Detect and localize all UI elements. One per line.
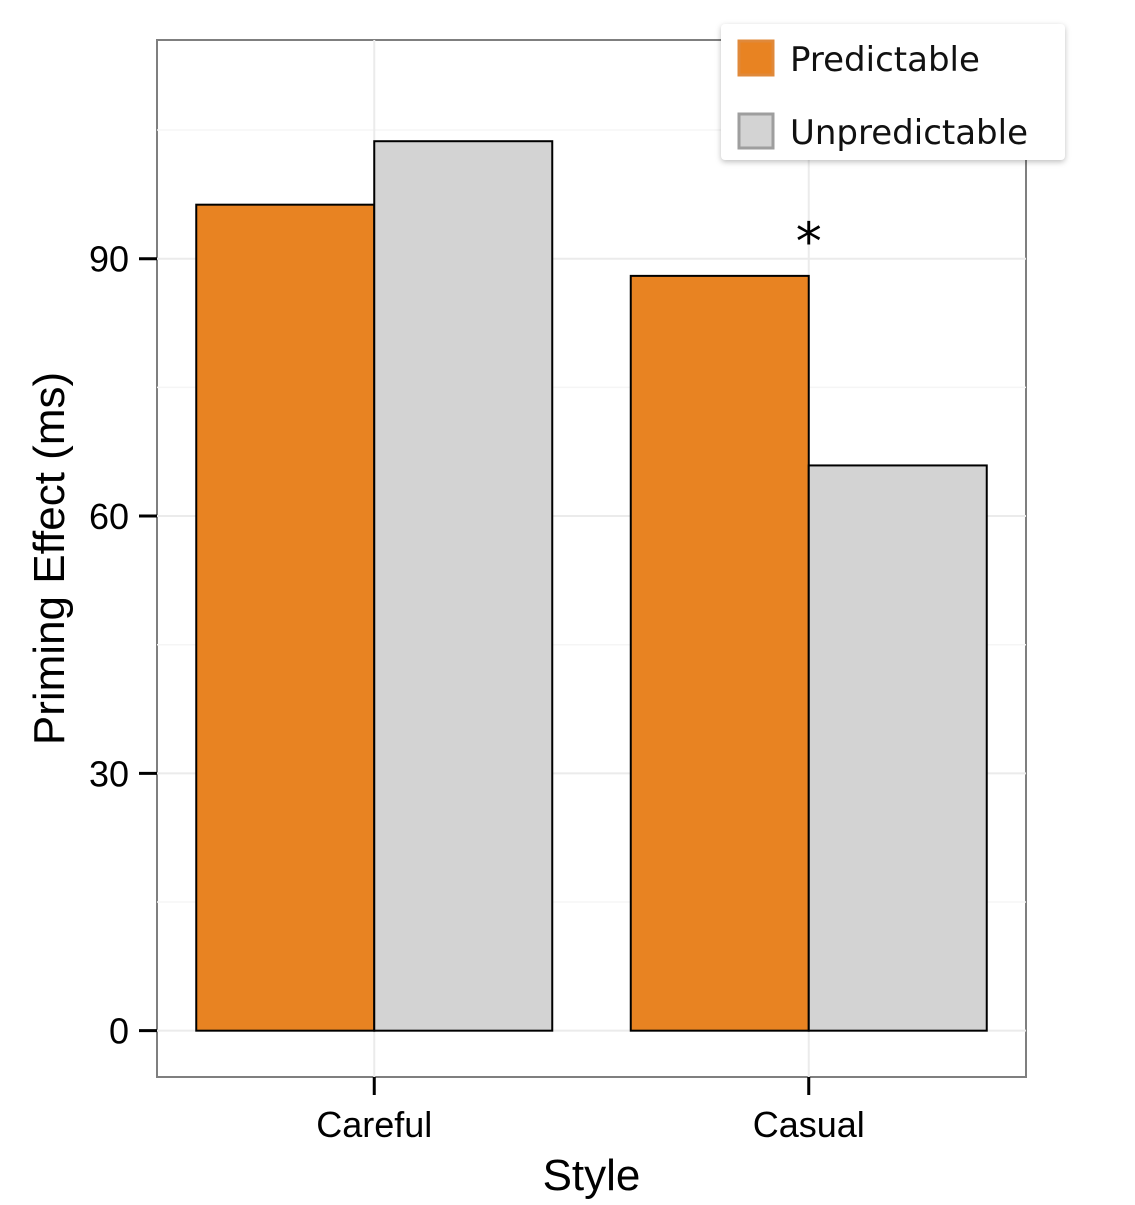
x-axis-title: Style — [543, 1151, 641, 1200]
y-tick-label: 90 — [89, 239, 129, 280]
x-tick-label: Casual — [753, 1104, 865, 1145]
bar-predictable-casual — [629, 274, 810, 1032]
y-tick-label: 30 — [89, 753, 129, 794]
legend: Predictable Unpredictable — [721, 24, 1065, 160]
y-axis-title: Priming Effect (ms) — [25, 372, 74, 745]
legend-label-unpredictable: Unpredictable — [790, 113, 1028, 153]
y-tick-label: 0 — [109, 1011, 129, 1052]
bar-unpredictable-casual — [807, 464, 988, 1032]
bar-unpredictable-careful — [373, 140, 554, 1032]
annotations: * — [796, 212, 822, 272]
axes: 0 30 60 90 Careful Casual — [89, 239, 865, 1145]
x-tick-label: Careful — [316, 1104, 432, 1145]
legend-label-predictable: Predictable — [790, 40, 980, 80]
legend-key-unpredictable — [737, 112, 775, 150]
bars — [195, 140, 988, 1032]
legend-key-predictable — [737, 39, 775, 77]
y-tick-label: 60 — [89, 496, 129, 537]
significance-marker: * — [796, 212, 822, 272]
bar-predictable-careful — [195, 203, 376, 1032]
legend-box — [721, 24, 1065, 160]
